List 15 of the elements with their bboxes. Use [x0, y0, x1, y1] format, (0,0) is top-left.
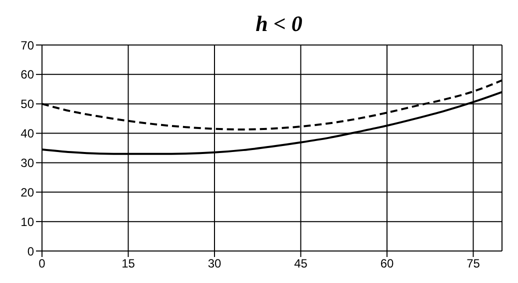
- x-tick-label: 30: [208, 256, 222, 271]
- y-tick-label: 30: [20, 156, 34, 170]
- x-tick-label: 60: [380, 256, 394, 271]
- x-tick-label: 45: [294, 256, 308, 271]
- x-tick-label: 75: [466, 256, 480, 271]
- y-tick-label: 50: [20, 97, 34, 112]
- x-tick-label: 0: [38, 256, 46, 271]
- chart-title: h < 0: [254, 10, 304, 38]
- y-tick-label: 40: [20, 126, 34, 141]
- y-tick-label: 10: [20, 214, 34, 229]
- y-tick-label: 0: [27, 244, 34, 258]
- y-tick-label: 60: [20, 68, 34, 82]
- y-tick-label: 70: [20, 38, 34, 52]
- x-tick-label: 15: [122, 256, 136, 271]
- y-tick-label: 20: [20, 185, 34, 200]
